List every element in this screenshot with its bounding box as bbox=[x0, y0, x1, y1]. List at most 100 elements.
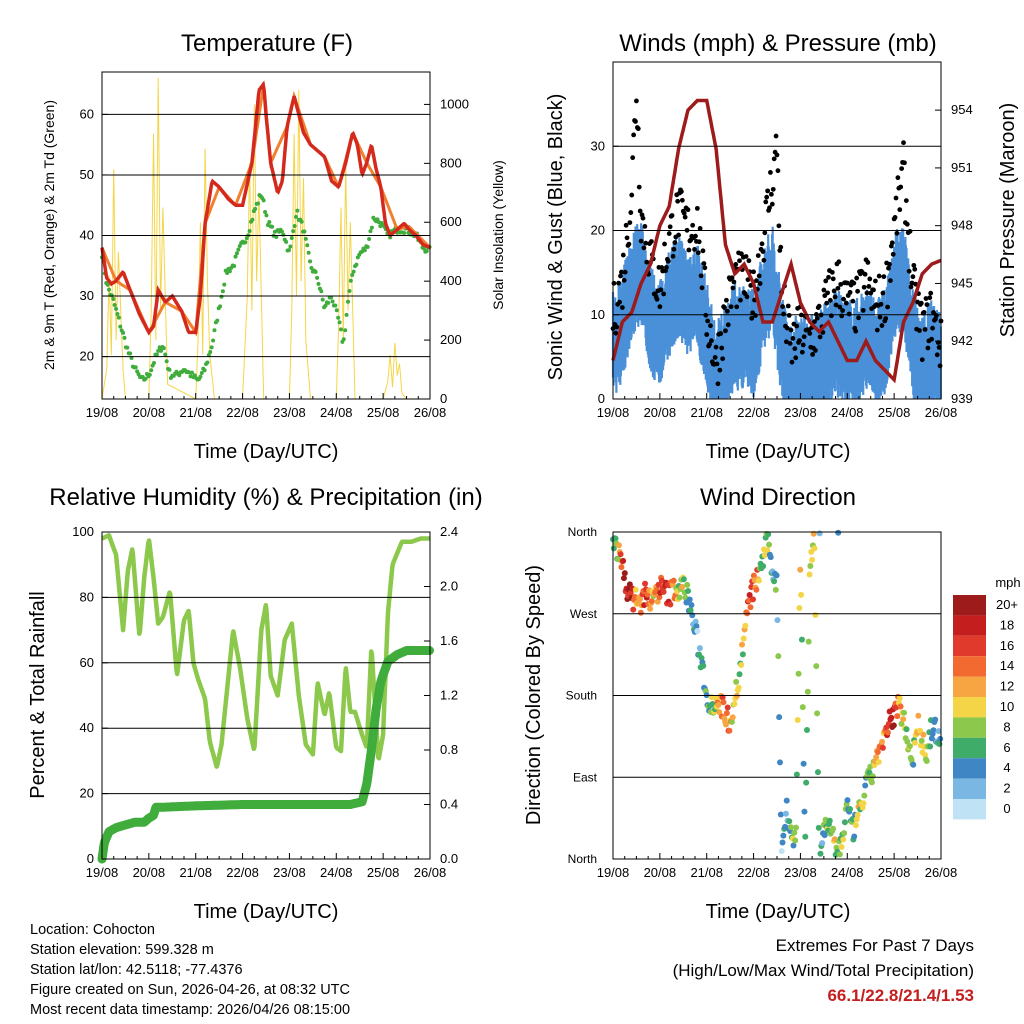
colorbar-swatch bbox=[953, 656, 986, 677]
dewpoint-point bbox=[343, 328, 348, 333]
gust-point bbox=[894, 230, 900, 236]
direction-point bbox=[809, 556, 816, 563]
direction-xtick-label: 25/08 bbox=[878, 865, 911, 880]
gust-point bbox=[753, 278, 759, 284]
direction-point bbox=[750, 572, 757, 579]
direction-point bbox=[772, 586, 779, 593]
direction-point bbox=[814, 769, 821, 776]
direction-point bbox=[923, 757, 930, 764]
direction-point bbox=[761, 552, 768, 559]
gust-point bbox=[775, 168, 781, 174]
wind-direction-title: Wind Direction bbox=[700, 484, 856, 511]
direction-xtick-label: 21/08 bbox=[690, 865, 723, 880]
precip-y2tick-label: 1.2 bbox=[440, 688, 458, 703]
dewpoint-point bbox=[164, 359, 169, 364]
gust-point bbox=[892, 214, 898, 220]
gust-point bbox=[768, 191, 774, 197]
gust-point bbox=[692, 246, 697, 252]
direction-point bbox=[806, 571, 813, 578]
direction-series bbox=[610, 529, 944, 858]
direction-point bbox=[812, 611, 819, 618]
direction-point bbox=[936, 741, 943, 748]
precip-y2tick-label: 2.4 bbox=[440, 524, 458, 539]
direction-point bbox=[805, 638, 812, 645]
colorbar-label: 18 bbox=[1000, 617, 1014, 632]
gust-point bbox=[675, 198, 681, 204]
gust-point bbox=[744, 294, 750, 300]
dewpoint-point bbox=[348, 278, 353, 283]
direction-point bbox=[794, 717, 801, 724]
dewpoint-point bbox=[354, 262, 359, 267]
dewpoint-point bbox=[293, 214, 298, 219]
direction-point bbox=[821, 832, 828, 839]
wind-xtick-label: 23/08 bbox=[784, 405, 817, 420]
gust-point bbox=[654, 296, 660, 302]
gust-point bbox=[633, 119, 638, 124]
gust-point bbox=[853, 328, 859, 334]
direction-point bbox=[804, 688, 811, 695]
direction-point bbox=[935, 728, 942, 735]
gust-point bbox=[899, 166, 905, 172]
station-location: Location: Cohocton bbox=[30, 922, 155, 938]
direction-point bbox=[726, 727, 733, 734]
dewpoint-point bbox=[292, 223, 297, 228]
gust-point bbox=[886, 265, 891, 271]
temperature-xtick-label: 19/08 bbox=[86, 405, 119, 420]
gust-point bbox=[749, 315, 755, 321]
colorbar-swatch bbox=[953, 799, 986, 820]
direction-point bbox=[911, 739, 918, 746]
dewpoint-point bbox=[365, 245, 370, 250]
pressure-y2tick-label: 954 bbox=[951, 102, 973, 117]
gust-point bbox=[756, 273, 762, 279]
gust-point bbox=[794, 323, 800, 329]
wind-xtick-label: 25/08 bbox=[878, 405, 911, 420]
dewpoint-point bbox=[247, 229, 252, 234]
direction-point bbox=[684, 581, 691, 588]
direction-point bbox=[928, 735, 935, 742]
gust-point bbox=[658, 287, 664, 293]
gust-point bbox=[713, 344, 719, 350]
gust-point bbox=[635, 126, 641, 132]
direction-point bbox=[728, 718, 735, 725]
direction-point bbox=[612, 535, 619, 542]
dewpoint-point bbox=[225, 271, 230, 276]
gust-point bbox=[661, 291, 667, 297]
dewpoint-point bbox=[351, 269, 356, 274]
direction-point bbox=[747, 604, 754, 611]
dewpoint-point bbox=[202, 368, 207, 373]
colorbar-label: 8 bbox=[1003, 719, 1010, 734]
temperature-xlabel: Time (Day/UTC) bbox=[194, 441, 339, 463]
humidity-precip-title: Relative Humidity (%) & Precipitation (i… bbox=[49, 484, 482, 511]
gust-point bbox=[723, 328, 728, 334]
direction-point bbox=[888, 714, 895, 721]
gust-point bbox=[887, 261, 892, 267]
direction-point bbox=[862, 782, 869, 789]
gust-point bbox=[719, 345, 725, 351]
direction-point bbox=[773, 572, 780, 579]
dewpoint-point bbox=[198, 374, 203, 379]
temperature-xtick-label: 26/08 bbox=[414, 405, 447, 420]
direction-point bbox=[667, 601, 674, 608]
direction-point bbox=[782, 810, 789, 817]
dewpoint-point bbox=[402, 231, 407, 236]
dewpoint-point bbox=[149, 368, 154, 373]
direction-point bbox=[739, 641, 746, 648]
gust-point bbox=[698, 273, 704, 279]
direction-point bbox=[636, 596, 643, 603]
direction-point bbox=[689, 612, 696, 619]
wind-xtick-label: 24/08 bbox=[831, 405, 864, 420]
dewpoint-point bbox=[330, 299, 335, 304]
figure-created: Figure created on Sun, 2026-04-26, at 08… bbox=[30, 982, 350, 998]
dewpoint-point bbox=[279, 229, 284, 234]
gust-point bbox=[927, 295, 933, 301]
dewpoint-point bbox=[161, 346, 166, 351]
gust-point bbox=[771, 156, 777, 162]
direction-point bbox=[879, 744, 886, 751]
direction-point bbox=[830, 825, 837, 832]
humidity-precip-xlabel: Time (Day/UTC) bbox=[194, 901, 339, 923]
gust-point bbox=[797, 338, 802, 343]
gust-point bbox=[866, 284, 872, 289]
gust-point bbox=[622, 269, 628, 275]
gust-point bbox=[644, 259, 650, 265]
dewpoint-point bbox=[302, 229, 307, 234]
